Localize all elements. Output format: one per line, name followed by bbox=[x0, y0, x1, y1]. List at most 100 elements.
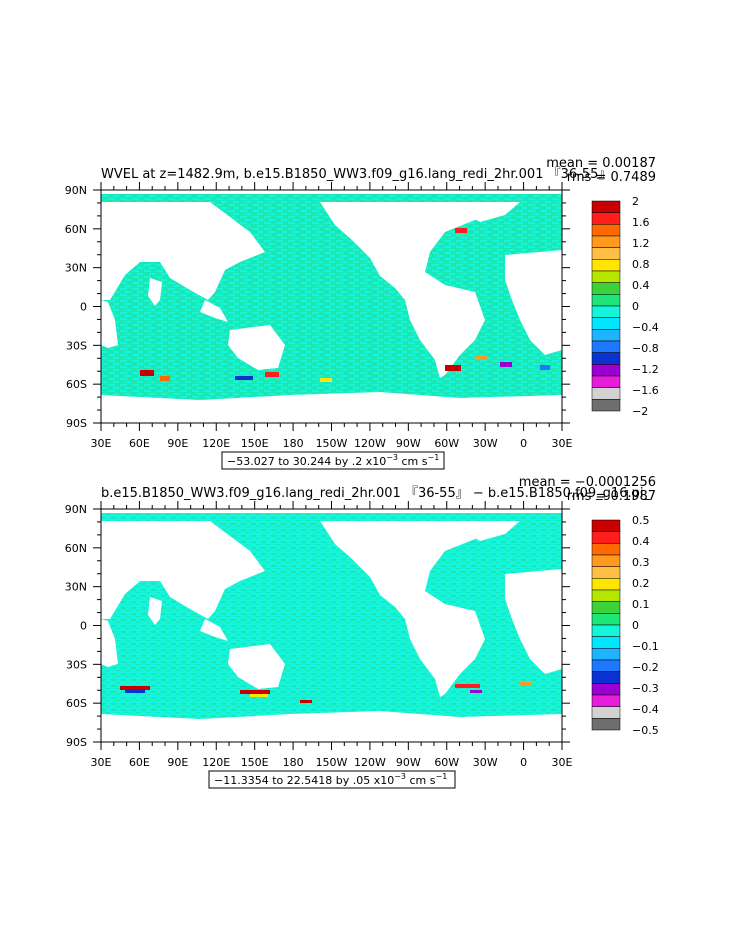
panel-top-colorbar-label: −1.6 bbox=[632, 384, 659, 397]
panel-top-colorbar-label: −1.2 bbox=[632, 363, 659, 376]
panel-bottom-y-tick-label: 30N bbox=[65, 581, 87, 594]
panel-top-colorbar-swatch bbox=[591, 364, 621, 377]
panel-top-x-tick-label: 30E bbox=[552, 437, 573, 450]
panel-top-colorbar-swatch bbox=[591, 375, 621, 388]
panel-top-x-tick-label: 120E bbox=[202, 437, 230, 450]
panel-top-title: WVEL at z=1482.9m, b.e15.B1850_WW3.f09_g… bbox=[101, 167, 611, 182]
panel-top-colorbar-label: 0.8 bbox=[632, 258, 650, 271]
panel-top-colorbar-swatch bbox=[591, 294, 621, 307]
panel-top-range-unit-exp: −1 bbox=[428, 453, 440, 462]
panel-bottom-colorbar-label: 0.4 bbox=[632, 535, 650, 548]
panel-bottom-colorbar-swatch bbox=[591, 589, 621, 602]
panel-bottom-land-americas bbox=[320, 521, 520, 697]
panel-top-colorbar-label: 1.2 bbox=[632, 237, 650, 250]
panel-bottom-colorbar-swatch bbox=[591, 648, 621, 661]
panel-top-land-eurasia bbox=[101, 202, 265, 300]
panel-top-land-africa-east bbox=[505, 250, 562, 355]
panel-bottom-x-tick-label: 30E bbox=[91, 756, 112, 769]
panel-top-land-africa-west bbox=[101, 300, 118, 348]
panel-top-y-tick-label: 30S bbox=[66, 339, 87, 352]
panel-top-x-tick-label: 0 bbox=[520, 437, 527, 450]
panel-bottom-colorbar-label: −0.5 bbox=[632, 724, 659, 737]
panel-bottom-title: b.e15.B1850_WW3.f09_g16.lang_redi_2hr.00… bbox=[101, 486, 650, 501]
panel-bottom-land-arctic bbox=[101, 509, 562, 513]
panel-top-map bbox=[100, 189, 563, 424]
panel-top-range-unit: cm s bbox=[398, 455, 428, 468]
panel-top-colorbar-label: 0.4 bbox=[632, 279, 650, 292]
panel-top-x-tick-label: 30E bbox=[91, 437, 112, 450]
panel-bottom-land-australia bbox=[228, 644, 285, 689]
panel-bottom-x-tick-label: 0 bbox=[520, 756, 527, 769]
panel-bottom-colorbar-swatch bbox=[591, 694, 621, 707]
panel-bottom-colorbar-swatch bbox=[591, 624, 621, 637]
panel-top-colorbar-swatch bbox=[591, 305, 621, 318]
panel-top-colorbar-swatch bbox=[591, 282, 621, 295]
panel-bottom-colorbar-swatch bbox=[591, 566, 621, 579]
panel-top-rms: rms = 0.7489 bbox=[567, 170, 656, 185]
panel-top-colorbar-swatch bbox=[591, 224, 621, 237]
panel-top-y-tick-label: 60S bbox=[66, 378, 87, 391]
panel-top-mean: mean = 0.00187 bbox=[546, 156, 656, 171]
panel-bottom-land-maritime bbox=[200, 619, 228, 641]
panel-bottom-y-tick-label: 0 bbox=[80, 620, 87, 633]
panel-bottom-mean: mean = −0.0001256 bbox=[519, 475, 656, 490]
panel-bottom-range-exp: −3 bbox=[394, 772, 406, 781]
panel-top-colorbar-swatch bbox=[591, 352, 621, 365]
panel-bottom-colorbar-swatch bbox=[591, 718, 621, 731]
panel-bottom-range-box: −11.3354 to 22.5418 by .05 x10−3 cm s−1 bbox=[208, 770, 456, 789]
panel-bottom-anomalies bbox=[120, 682, 532, 703]
panel-bottom-range-unit-exp: −1 bbox=[436, 772, 448, 781]
panel-bottom-x-tick-label: 150E bbox=[241, 756, 269, 769]
panel-top-colorbar-label: 1.6 bbox=[632, 216, 650, 229]
panel-bottom-y-tick-labels: 90N 60N 30N 0 30S 60S 90S bbox=[65, 503, 87, 749]
panel-top-land-americas bbox=[320, 202, 520, 378]
panel-top-x-tick-label: 150E bbox=[241, 437, 269, 450]
panel-top-x-tick-label: 90W bbox=[396, 437, 421, 450]
panel-bottom-land-greenland bbox=[468, 521, 520, 541]
panel-bottom-land-africa-west bbox=[101, 619, 118, 667]
panel-bottom-range-unit: cm s bbox=[406, 774, 436, 787]
panel-top-colorbar-swatch bbox=[591, 270, 621, 283]
panel-bottom-y-tick-label: 60N bbox=[65, 542, 87, 555]
panel-top-y-tick-label: 60N bbox=[65, 223, 87, 236]
panel-top-y-tick-labels: 90N 60N 30N 0 30S 60S 90S bbox=[65, 184, 87, 430]
panel-bottom-colorbar-label: 0.1 bbox=[632, 598, 650, 611]
panel-bottom-colorbar-label: −0.1 bbox=[632, 640, 659, 653]
panel-top-x-tick-label: 120W bbox=[354, 437, 386, 450]
panel-top-land-antarctica bbox=[101, 392, 562, 423]
panel-top-x-tick-label: 30W bbox=[473, 437, 498, 450]
panel-bottom-colorbar-swatch bbox=[591, 671, 621, 684]
panel-bottom-colorbar-swatch bbox=[591, 659, 621, 672]
panel-bottom-axis-ticks bbox=[93, 501, 570, 750]
panel-top-x-tick-label: 60W bbox=[434, 437, 459, 450]
panel-bottom-colorbar-swatch bbox=[591, 683, 621, 696]
panel-top-colorbar-label: −2 bbox=[632, 405, 648, 418]
panel-top-colorbar-swatch bbox=[591, 200, 621, 213]
panel-bottom-x-tick-label: 90W bbox=[396, 756, 421, 769]
panel-bottom-rms: rms = 0.1987 bbox=[567, 489, 656, 504]
panel-top-x-tick-label: 150W bbox=[316, 437, 348, 450]
panel-top-x-tick-label: 90E bbox=[167, 437, 188, 450]
panel-bottom-colorbar-swatch bbox=[591, 554, 621, 567]
panel-top-colorbar: 2 1.6 1.2 0.8 0.4 0 −0.4 −0.8 −1.2 −1.6 −2 bbox=[591, 195, 659, 418]
panel-bottom-land-india bbox=[148, 597, 162, 625]
panel-top-colorbar-swatch bbox=[591, 340, 621, 353]
panel-bottom-colorbar-swatch bbox=[591, 519, 621, 532]
panel-top-axis-ticks bbox=[93, 182, 570, 431]
panel-top-colorbar-label: 0 bbox=[632, 300, 639, 313]
panel-top-colorbar-label: −0.4 bbox=[632, 321, 659, 334]
panel-top-y-tick-label: 0 bbox=[80, 301, 87, 314]
panel-top-colorbar-swatch bbox=[591, 235, 621, 248]
svg-text:−11.3354 to 22.5418 by .05 x10: −11.3354 to 22.5418 by .05 x10−3 cm s−1 bbox=[214, 772, 447, 787]
panel-top-colorbar-swatch bbox=[591, 247, 621, 260]
panel-bottom: mean = −0.0001256 rms = 0.1987 b.e15.B18… bbox=[65, 475, 659, 789]
panel-bottom-colorbar-swatch bbox=[591, 531, 621, 544]
panel-bottom-colorbar-label: 0.3 bbox=[632, 556, 650, 569]
panel-bottom-y-tick-label: 30S bbox=[66, 658, 87, 671]
panel-top-range-box: −53.027 to 30.244 by .2 x10−3 cm s−1 bbox=[221, 451, 445, 470]
panel-bottom-x-tick-label: 150W bbox=[316, 756, 348, 769]
panel-top-colorbar-swatch bbox=[591, 212, 621, 225]
panel-top-colorbar-swatch bbox=[591, 387, 621, 400]
panel-top-land-greenland bbox=[468, 202, 520, 222]
panel-bottom-x-tick-label: 60E bbox=[129, 756, 150, 769]
